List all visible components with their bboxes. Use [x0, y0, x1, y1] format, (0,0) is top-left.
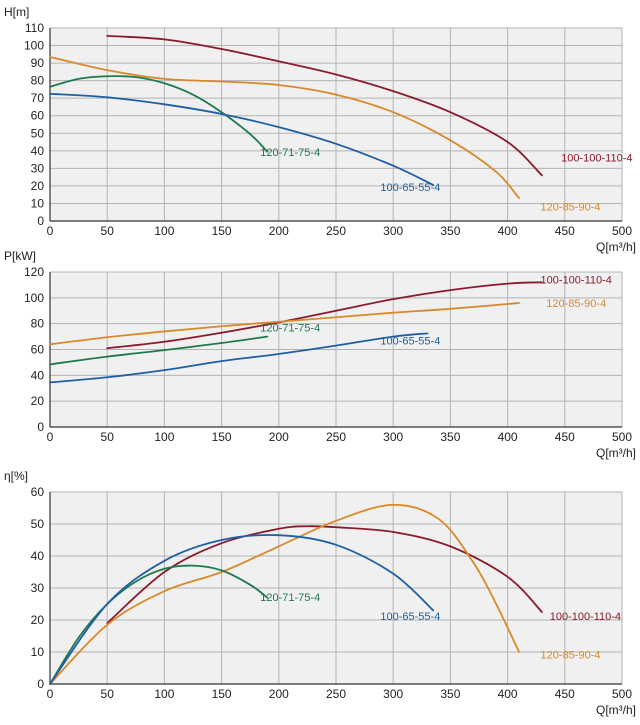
x-tick-label: 100 [154, 687, 174, 701]
x-tick-label: 0 [47, 224, 54, 238]
x-tick-label: 350 [440, 687, 460, 701]
x-tick-label: 150 [212, 430, 232, 444]
x-tick-label: 450 [555, 687, 575, 701]
y-tick-label: 50 [31, 126, 45, 140]
x-tick-label: 250 [326, 224, 346, 238]
y-tick-label: 10 [31, 645, 45, 659]
y-axis-label: η[%] [4, 469, 28, 483]
series-line-100-65-55-4 [49, 92, 435, 186]
y-tick-label: 0 [37, 214, 44, 228]
x-tick-label: 350 [440, 430, 460, 444]
x-tick-label: 400 [498, 224, 518, 238]
series-label-120-85-90-4: 120-85-90-4 [541, 649, 601, 661]
y-tick-label: 20 [31, 613, 45, 627]
y-tick-label: 100 [24, 39, 44, 53]
series-label-100-65-55-4: 100-65-55-4 [380, 611, 440, 623]
y-tick-label: 0 [37, 677, 44, 691]
y-tick-label: 80 [31, 317, 45, 331]
series-label-120-71-75-4: 120-71-75-4 [260, 147, 320, 159]
x-tick-label: 400 [498, 687, 518, 701]
y-tick-label: 80 [31, 74, 45, 88]
y-tick-label: 60 [31, 343, 45, 357]
series-line-120-71-75-4 [49, 335, 269, 366]
series-line-120-85-90-4 [49, 503, 520, 685]
series-line-100-100-110-4 [106, 35, 543, 177]
y-tick-label: 0 [37, 420, 44, 434]
head-chart: 0 50 100 150 200 250 300 350 400 450 5000102030405… [4, 5, 636, 254]
y-axis-label: H[m] [4, 5, 29, 19]
series-line-100-65-55-4 [49, 534, 435, 685]
y-tick-label: 20 [31, 179, 45, 193]
y-tick-label: 50 [31, 517, 45, 531]
y-tick-label: 40 [31, 144, 45, 158]
y-tick-label: 70 [31, 91, 45, 105]
series-label-120-85-90-4: 120-85-90-4 [541, 201, 601, 213]
y-tick-label: 40 [31, 549, 45, 563]
series-line-120-85-90-4 [49, 56, 520, 200]
x-tick-label: 450 [555, 224, 575, 238]
series-label-100-65-55-4: 100-65-55-4 [380, 182, 440, 194]
y-tick-label: 20 [31, 394, 45, 408]
y-tick-label: 100 [24, 291, 44, 305]
y-tick-label: 30 [31, 581, 45, 595]
x-axis-label: Q[m³/h] [596, 703, 636, 717]
series-label-100-100-110-4: 100-100-110-4 [550, 611, 621, 623]
x-tick-label: 300 [383, 430, 403, 444]
x-tick-label: 200 [269, 687, 289, 701]
series-label-120-71-75-4: 120-71-75-4 [260, 322, 320, 334]
y-tick-label: 40 [31, 368, 45, 382]
y-tick-label: 30 [31, 161, 45, 175]
series-line-100-100-110-4 [106, 281, 543, 350]
y-tick-label: 120 [24, 265, 44, 279]
y-tick-label: 90 [31, 56, 45, 70]
y-tick-label: 60 [31, 485, 45, 499]
x-tick-label: 150 [212, 224, 232, 238]
x-tick-label: 500 [612, 430, 632, 444]
x-tick-label: 300 [383, 687, 403, 701]
series-label-120-71-75-4: 120-71-75-4 [260, 592, 320, 604]
x-tick-label: 500 [612, 687, 632, 701]
x-tick-label: 350 [440, 224, 460, 238]
x-tick-label: 200 [269, 224, 289, 238]
x-tick-label: 150 [212, 687, 232, 701]
series-line-120-85-90-4 [49, 302, 520, 346]
x-tick-label: 500 [612, 224, 632, 238]
series-label-100-65-55-4: 100-65-55-4 [380, 335, 440, 347]
x-axis-label: Q[m³/h] [596, 240, 636, 254]
x-tick-label: 50 [101, 430, 115, 444]
x-tick-label: 400 [498, 430, 518, 444]
x-tick-label: 50 [101, 224, 115, 238]
x-axis-label: Q[m³/h] [596, 446, 636, 460]
x-tick-label: 300 [383, 224, 403, 238]
y-tick-label: 110 [25, 21, 44, 35]
x-tick-label: 200 [269, 430, 289, 444]
series-line-100-100-110-4 [106, 525, 543, 625]
x-tick-label: 0 [47, 687, 54, 701]
series-line-120-71-75-4 [49, 564, 269, 685]
y-axis-label: P[kW] [4, 249, 36, 263]
series-label-120-85-90-4: 120-85-90-4 [546, 298, 606, 310]
x-tick-label: 0 [47, 430, 54, 444]
series-line-120-71-75-4 [49, 75, 269, 153]
x-tick-label: 50 [101, 687, 115, 701]
x-tick-label: 250 [326, 430, 346, 444]
x-tick-label: 100 [154, 224, 174, 238]
series-label-100-100-110-4: 100-100-110-4 [541, 275, 612, 287]
x-tick-label: 450 [555, 430, 575, 444]
x-tick-label: 100 [154, 430, 174, 444]
power-chart: 0 50 100 150 200 250 300 350 400 450 500 0 20 40 60 80 1… [4, 249, 636, 460]
y-tick-label: 10 [31, 196, 45, 210]
efficiency-chart: 0 50 100 150 200 250 300 350 400 450 500 0 10 20 30 40 5… [4, 469, 636, 717]
series-line-100-65-55-4 [49, 332, 429, 384]
series-label-100-100-110-4: 100-100-110-4 [561, 152, 632, 164]
x-tick-label: 250 [326, 687, 346, 701]
y-tick-label: 60 [31, 109, 45, 123]
